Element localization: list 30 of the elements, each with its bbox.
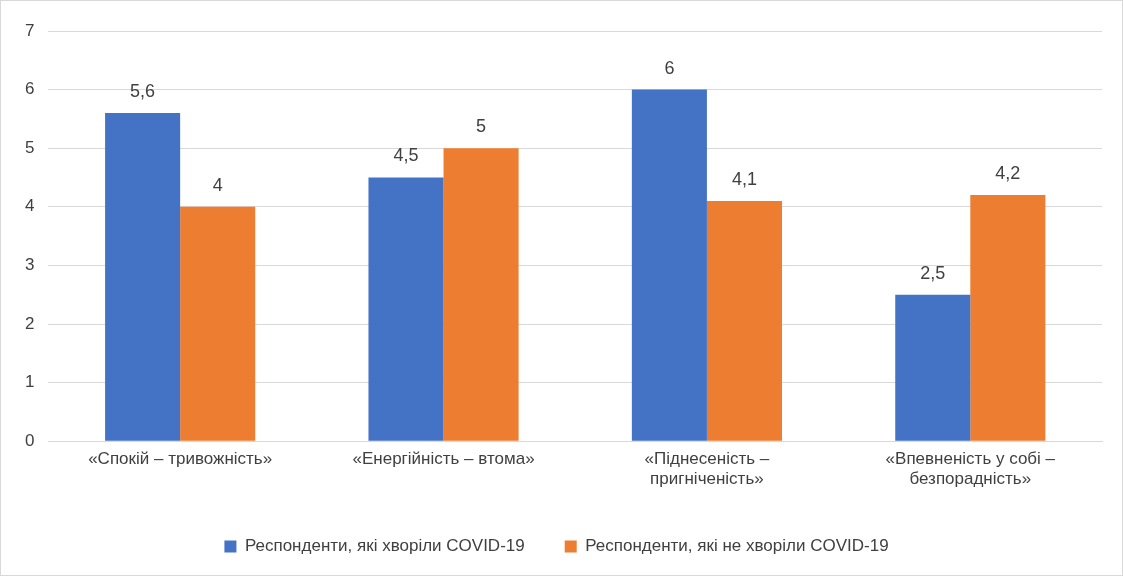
y-tick-label: 4 bbox=[24, 196, 35, 216]
data-label: 6 bbox=[664, 57, 675, 78]
data-label: 2,5 bbox=[920, 262, 946, 283]
bar bbox=[706, 200, 782, 441]
bar bbox=[970, 195, 1046, 441]
data-label: 4,2 bbox=[995, 163, 1021, 184]
data-label: 4,5 bbox=[393, 145, 419, 166]
data-label: 5 bbox=[476, 116, 487, 137]
y-tick-label: 0 bbox=[24, 430, 35, 450]
y-tick-label: 6 bbox=[24, 79, 35, 99]
data-label: 5,6 bbox=[130, 81, 156, 102]
y-tick-label: 1 bbox=[24, 372, 35, 392]
data-label: 4 bbox=[212, 174, 223, 195]
bar bbox=[180, 206, 256, 441]
legend-label: Респонденти, які не хворіли COVID-19 bbox=[585, 536, 889, 556]
bar bbox=[443, 148, 519, 441]
x-tick-label: «Впевненість у собі – безпорадність» bbox=[885, 449, 1056, 489]
x-tick-label: «Піднесеність – пригніченість» bbox=[644, 449, 770, 489]
y-tick-label: 3 bbox=[24, 255, 35, 275]
legend-label: Респонденти, які хворіли COVID-19 bbox=[244, 536, 525, 556]
bar bbox=[631, 89, 707, 441]
bar bbox=[895, 294, 971, 441]
y-tick-label: 2 bbox=[24, 313, 35, 333]
bar bbox=[368, 177, 444, 441]
bar bbox=[105, 113, 181, 441]
y-tick-label: 5 bbox=[24, 137, 35, 157]
x-tick-label: «Спокій – тривожність» bbox=[88, 449, 273, 469]
x-tick-label: «Енергійність – втома» bbox=[352, 449, 535, 469]
data-label: 4,1 bbox=[731, 168, 757, 189]
y-tick-label: 7 bbox=[24, 20, 35, 40]
